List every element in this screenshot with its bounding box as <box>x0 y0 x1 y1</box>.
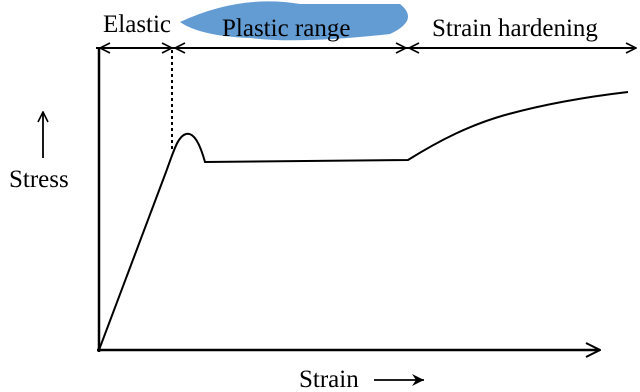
plastic-region-label: Plastic range <box>222 15 350 42</box>
hardening-region-label: Strain hardening <box>432 15 598 42</box>
watermark-shape <box>180 1 408 41</box>
x-axis-label: Strain <box>299 366 359 392</box>
stress-strain-curve <box>98 91 629 351</box>
elastic-region-label: Elastic <box>103 11 171 38</box>
y-axis-label: Stress <box>9 166 69 193</box>
